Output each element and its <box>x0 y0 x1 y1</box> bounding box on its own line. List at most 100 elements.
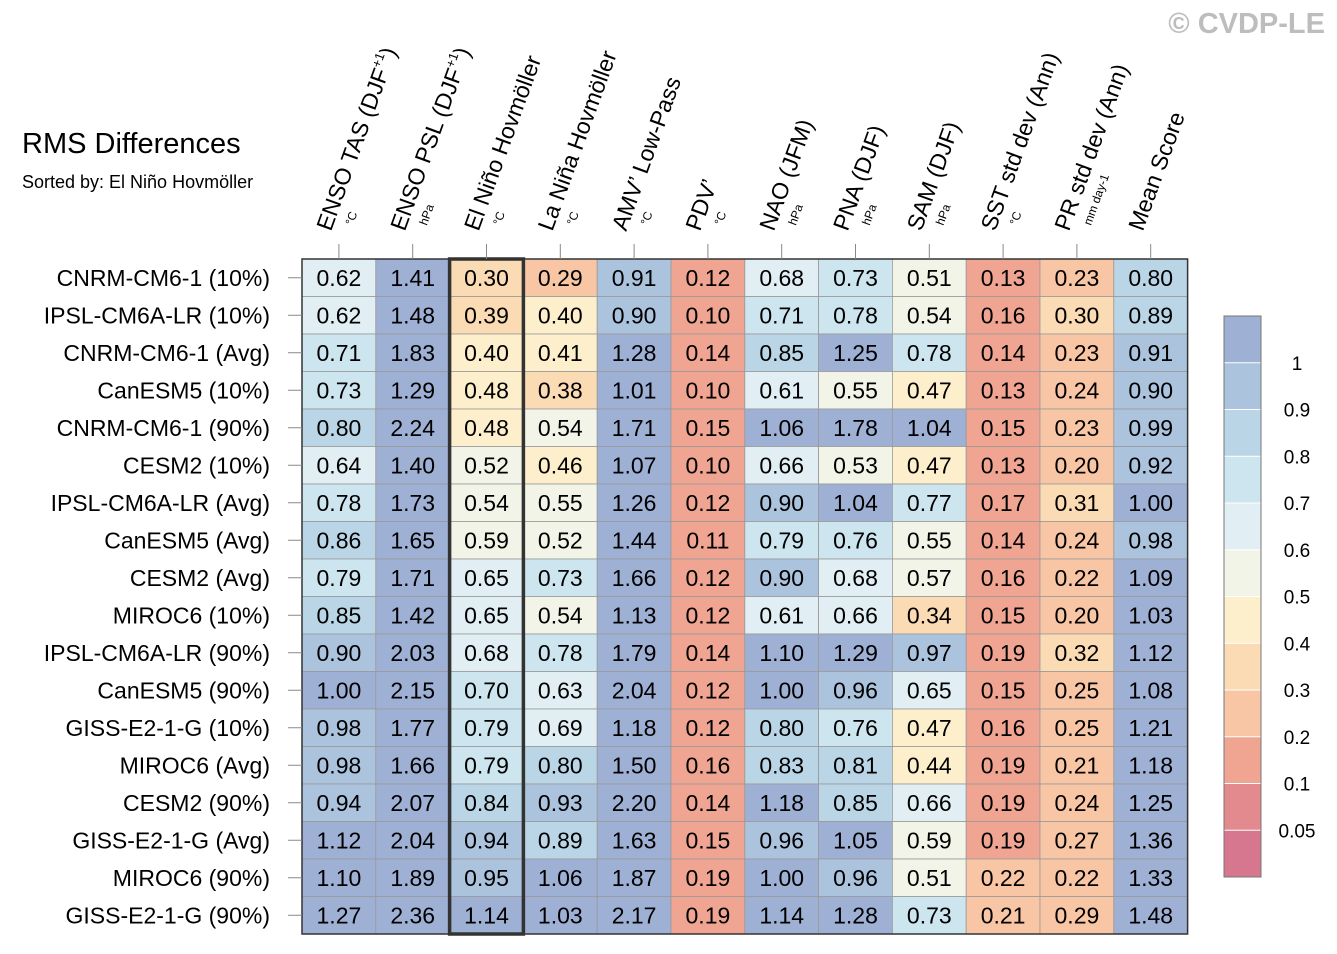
heatmap-cell <box>670 896 746 935</box>
row-label: CNRM-CM6-1 (10%) <box>57 265 270 291</box>
cell-value: 1.73 <box>390 490 435 516</box>
heatmap-cell <box>449 858 524 897</box>
cell-value: 0.78 <box>833 302 878 328</box>
cell-value: 1.71 <box>390 565 435 591</box>
cell-value: 0.79 <box>464 752 509 778</box>
heatmap-cell <box>1039 558 1115 597</box>
cell-value: 0.15 <box>981 415 1026 441</box>
heatmap-cell <box>1039 896 1115 935</box>
cell-value: 0.31 <box>1055 490 1100 516</box>
heatmap-cell <box>375 858 450 897</box>
cell-value: 0.84 <box>464 790 509 816</box>
heatmap-cell <box>1039 483 1115 522</box>
cell-value: 0.13 <box>981 265 1026 291</box>
cell-value: 0.70 <box>464 677 509 703</box>
cell-value: 1.66 <box>612 565 657 591</box>
heatmap-cell <box>892 521 967 560</box>
cell-value: 0.61 <box>759 602 804 628</box>
cell-value: 0.66 <box>833 602 878 628</box>
cell-value: 0.16 <box>981 715 1026 741</box>
cell-value: 0.25 <box>1055 677 1100 703</box>
cell-value: 0.15 <box>981 602 1026 628</box>
heatmap-cell <box>818 633 893 672</box>
heatmap-cell <box>596 708 672 747</box>
cell-value: 0.63 <box>538 677 583 703</box>
copyright-watermark: © CVDP-LE <box>1168 8 1325 40</box>
cell-value: 1.29 <box>833 640 878 666</box>
cell-value: 1.04 <box>833 490 878 516</box>
colorbar-tick-label: 0.5 <box>1284 588 1310 609</box>
column-label: Mean Score <box>1123 108 1190 233</box>
cell-value: 0.85 <box>833 790 878 816</box>
heatmap-cell <box>523 446 598 485</box>
heatmap-cell <box>818 558 893 597</box>
cell-value: 0.85 <box>317 602 362 628</box>
row-label: IPSL-CM6A-LR (90%) <box>44 640 270 666</box>
cell-value: 0.15 <box>981 677 1026 703</box>
cell-value: 0.40 <box>464 340 509 366</box>
cell-value: 0.57 <box>907 565 952 591</box>
cell-value: 0.76 <box>833 715 878 741</box>
cell-value: 0.27 <box>1055 827 1100 853</box>
heatmap-cell <box>1113 896 1189 935</box>
cell-value: 1.14 <box>759 902 804 928</box>
row-label: CESM2 (90%) <box>123 790 270 816</box>
colorbar-tick-label: 0.9 <box>1284 401 1310 422</box>
heatmap-cell <box>744 671 819 710</box>
heatmap-cell <box>523 783 598 822</box>
cell-value: 1.48 <box>1128 902 1173 928</box>
heatmap-cell <box>523 558 598 597</box>
column-unit: hPa <box>416 202 437 227</box>
heatmap-cell <box>818 521 893 560</box>
cell-value: 1.00 <box>759 677 804 703</box>
column-label: AMV’ Low-Pass <box>606 73 686 234</box>
cell-value: 0.19 <box>981 827 1026 853</box>
cell-value: 1.26 <box>612 490 657 516</box>
cell-value: 0.68 <box>833 565 878 591</box>
cell-value: 0.19 <box>686 902 731 928</box>
cell-value: 1.06 <box>759 415 804 441</box>
heatmap-cell <box>670 483 746 522</box>
heatmap-cell <box>1039 708 1115 747</box>
heatmap-cell <box>670 671 746 710</box>
heatmap-cell <box>301 446 377 485</box>
heatmap-cell <box>670 408 746 447</box>
cell-value: 0.19 <box>981 752 1026 778</box>
heatmap-cell <box>892 708 967 747</box>
cell-value: 0.98 <box>1128 527 1173 553</box>
heatmap-cell <box>670 371 746 410</box>
cell-value: 1.29 <box>390 377 435 403</box>
cell-value: 1.87 <box>612 865 657 891</box>
heatmap-cell <box>670 633 746 672</box>
cell-value: 0.12 <box>686 490 731 516</box>
row-label: GISS-E2-1-G (Avg) <box>72 827 270 853</box>
heatmap-cell <box>1113 858 1189 897</box>
cell-value: 0.61 <box>759 377 804 403</box>
cell-value: 0.47 <box>907 452 952 478</box>
cell-value: 1.28 <box>612 340 657 366</box>
cell-value: 0.78 <box>907 340 952 366</box>
column-unit: hPa <box>785 202 806 227</box>
cell-value: 0.98 <box>317 715 362 741</box>
heatmap-cell <box>892 671 967 710</box>
heatmap-cell <box>1039 821 1115 860</box>
cell-value: 0.66 <box>759 452 804 478</box>
heatmap-cell <box>670 558 746 597</box>
heatmap-cell <box>1113 258 1189 297</box>
cell-value: 0.16 <box>981 302 1026 328</box>
column-label-text: SST std dev (Ann) <box>975 49 1064 234</box>
heatmap-cell <box>965 333 1041 372</box>
cell-value: 0.80 <box>538 752 583 778</box>
cell-value: 0.46 <box>538 452 583 478</box>
column-label: PDV’ <box>680 176 722 234</box>
heatmap-cell <box>892 333 967 372</box>
heatmap-cell <box>375 446 450 485</box>
cell-value: 0.29 <box>1055 902 1100 928</box>
cell-value: 0.79 <box>464 715 509 741</box>
cell-value: 0.79 <box>317 565 362 591</box>
heatmap-cell <box>818 821 893 860</box>
cell-value: 0.55 <box>538 490 583 516</box>
heatmap-cell <box>375 596 450 635</box>
cell-value: 1.03 <box>1128 602 1173 628</box>
